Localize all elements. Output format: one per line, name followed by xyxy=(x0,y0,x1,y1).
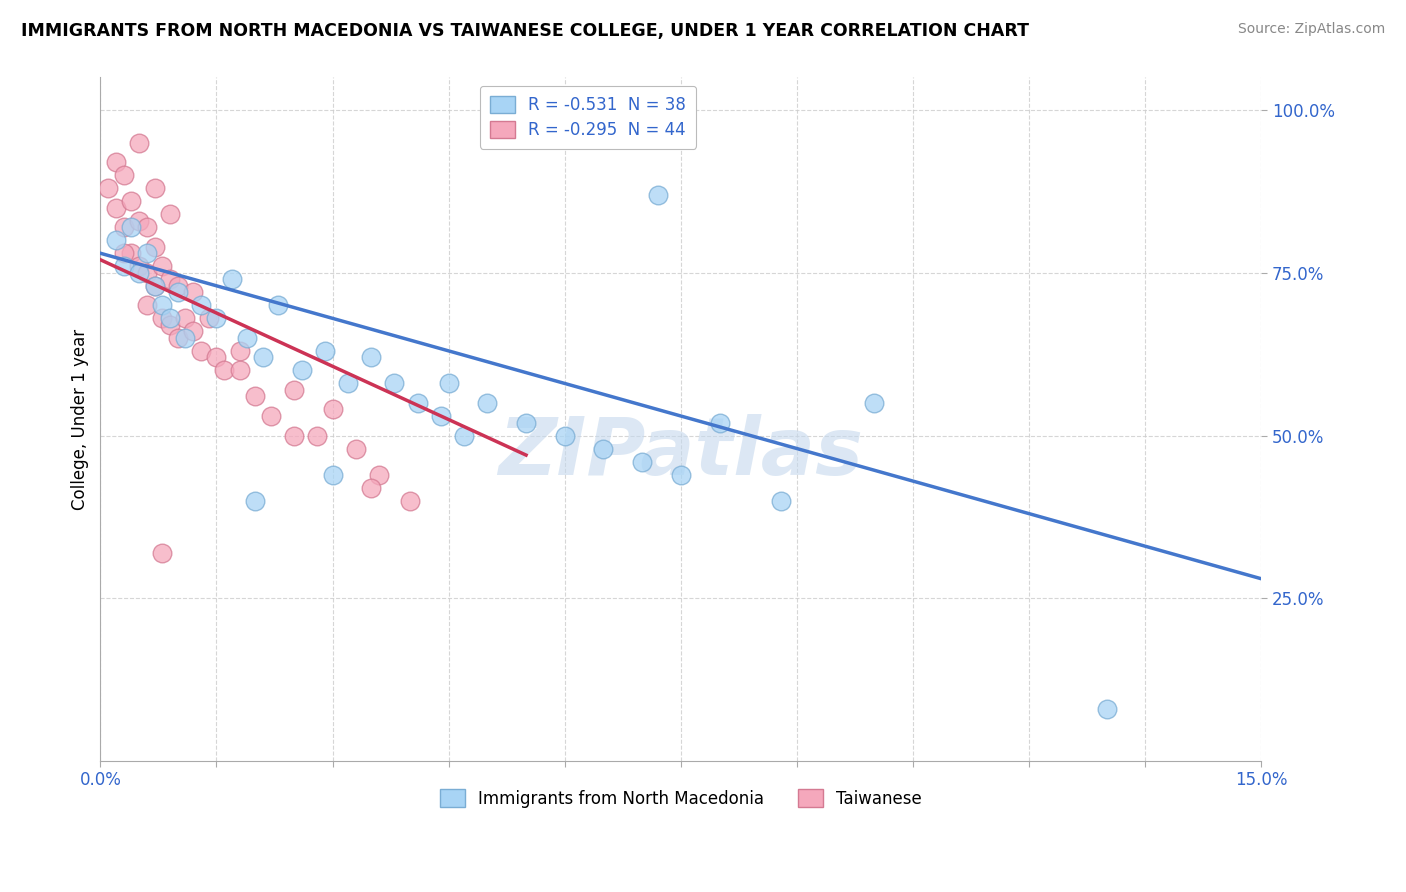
Point xyxy=(554,428,576,442)
Point xyxy=(166,278,188,293)
Point xyxy=(453,428,475,442)
Point xyxy=(228,363,250,377)
Point xyxy=(128,259,150,273)
Point xyxy=(135,266,157,280)
Point xyxy=(181,324,204,338)
Point xyxy=(150,298,173,312)
Point xyxy=(166,285,188,300)
Point xyxy=(344,442,367,456)
Point xyxy=(190,343,212,358)
Point xyxy=(143,181,166,195)
Text: IMMIGRANTS FROM NORTH MACEDONIA VS TAIWANESE COLLEGE, UNDER 1 YEAR CORRELATION C: IMMIGRANTS FROM NORTH MACEDONIA VS TAIWA… xyxy=(21,22,1029,40)
Point xyxy=(104,201,127,215)
Point xyxy=(197,311,219,326)
Y-axis label: College, Under 1 year: College, Under 1 year xyxy=(72,328,89,510)
Point xyxy=(592,442,614,456)
Point xyxy=(159,311,181,326)
Point xyxy=(477,396,499,410)
Point xyxy=(360,481,382,495)
Point xyxy=(97,181,120,195)
Point xyxy=(205,311,228,326)
Point xyxy=(267,298,290,312)
Point xyxy=(150,311,173,326)
Point xyxy=(770,493,793,508)
Point xyxy=(174,311,197,326)
Point xyxy=(337,376,360,391)
Text: ZIPatlas: ZIPatlas xyxy=(498,415,863,492)
Point xyxy=(360,351,382,365)
Point xyxy=(221,272,243,286)
Point xyxy=(166,331,188,345)
Point xyxy=(128,266,150,280)
Point xyxy=(252,351,274,365)
Point xyxy=(112,246,135,260)
Point xyxy=(430,409,453,423)
Point xyxy=(159,207,181,221)
Point xyxy=(120,194,142,208)
Point xyxy=(212,363,235,377)
Point xyxy=(112,259,135,273)
Text: Source: ZipAtlas.com: Source: ZipAtlas.com xyxy=(1237,22,1385,37)
Point xyxy=(283,383,305,397)
Point xyxy=(104,233,127,247)
Point xyxy=(259,409,281,423)
Point xyxy=(174,331,197,345)
Point xyxy=(135,246,157,260)
Point xyxy=(243,493,266,508)
Point xyxy=(384,376,406,391)
Point xyxy=(135,220,157,235)
Point xyxy=(143,278,166,293)
Point xyxy=(307,428,329,442)
Point xyxy=(135,298,157,312)
Point xyxy=(104,155,127,169)
Point xyxy=(399,493,422,508)
Point xyxy=(159,318,181,332)
Point xyxy=(159,272,181,286)
Point xyxy=(228,343,250,358)
Point xyxy=(647,187,669,202)
Point xyxy=(406,396,429,410)
Point xyxy=(143,240,166,254)
Point xyxy=(314,343,336,358)
Point xyxy=(150,259,173,273)
Point xyxy=(283,428,305,442)
Point xyxy=(863,396,886,410)
Point xyxy=(437,376,460,391)
Point xyxy=(128,213,150,227)
Point xyxy=(322,402,344,417)
Point xyxy=(112,220,135,235)
Point xyxy=(515,416,537,430)
Point xyxy=(291,363,314,377)
Point xyxy=(236,331,259,345)
Point xyxy=(669,467,692,482)
Point xyxy=(150,546,173,560)
Point xyxy=(190,298,212,312)
Point xyxy=(143,278,166,293)
Point xyxy=(112,168,135,182)
Point xyxy=(120,246,142,260)
Point xyxy=(368,467,391,482)
Point xyxy=(205,351,228,365)
Point xyxy=(322,467,344,482)
Legend: Immigrants from North Macedonia, Taiwanese: Immigrants from North Macedonia, Taiwane… xyxy=(433,783,928,814)
Point xyxy=(709,416,731,430)
Point xyxy=(120,220,142,235)
Point xyxy=(243,389,266,403)
Point xyxy=(631,454,654,468)
Point xyxy=(181,285,204,300)
Point xyxy=(1095,702,1118,716)
Point xyxy=(128,136,150,150)
